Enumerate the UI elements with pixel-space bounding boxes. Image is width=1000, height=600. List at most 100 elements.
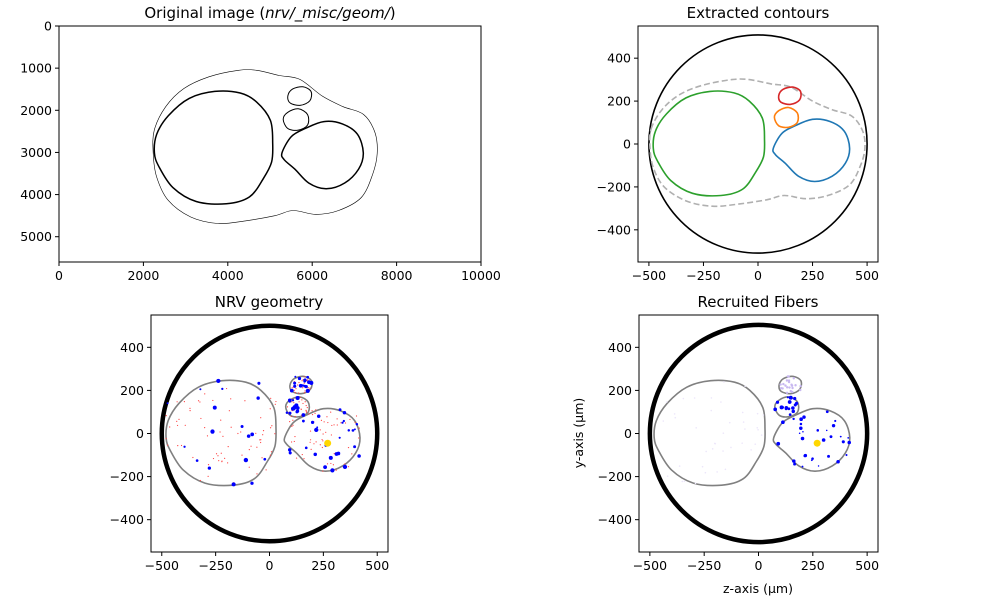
geometry-unmyelinated-fiber (335, 469, 337, 471)
geometry-unmyelinated-fiber (217, 455, 219, 457)
recruited-ytick-label: −200 (598, 469, 632, 484)
geometry-unmyelinated-fiber (241, 454, 243, 456)
geometry-unmyelinated-fiber (290, 415, 292, 417)
recruited-inactive-fiber (760, 434, 763, 436)
original-fascicle-1 (153, 90, 274, 205)
panel-extracted-contours: Extracted contours −500 −250 0 250 500 −400 −2… (597, 4, 879, 283)
original-ytick-label: 4000 (20, 187, 52, 202)
recruited-active-fiber (841, 440, 845, 444)
geometry-unmyelinated-fiber (333, 452, 335, 455)
original-xtick-label: 4000 (212, 268, 244, 283)
recruited-active-fiber (798, 432, 801, 435)
extracted-ytick-label: −400 (597, 222, 631, 237)
recruited-active-fiber (794, 401, 799, 405)
recruited-fascicle-4 (778, 375, 803, 395)
geometry-unmyelinated-fiber (313, 443, 315, 445)
geometry-unmyelinated-fiber (302, 387, 304, 389)
geometry-unmyelinated-fiber (298, 401, 300, 403)
extracted-ytick-label: 0 (623, 137, 631, 152)
recruited-active-fiber (817, 465, 820, 467)
recruited-active-fiber (834, 419, 837, 423)
recruited-inactive-fiber (788, 386, 791, 389)
geometry-myelinated-fiber (353, 445, 357, 449)
original-epineurium (152, 69, 378, 224)
geometry-nerve-boundary (159, 323, 380, 544)
geometry-myelinated-fiber (316, 426, 319, 429)
geometry-unmyelinated-fiber (275, 400, 277, 403)
recruited-active-fiber (781, 420, 785, 425)
geometry-myelinated-fiber (338, 436, 341, 439)
extracted-xtick-label: 250 (801, 268, 825, 283)
recruited-active-fiber (845, 454, 848, 457)
geometry-unmyelinated-fiber (244, 400, 246, 402)
geometry-myelinated-fiber (303, 378, 307, 383)
recruited-active-fiber (811, 457, 814, 460)
geometry-unmyelinated-fiber (204, 393, 206, 395)
geometry-unmyelinated-fiber (322, 440, 324, 442)
geometry-unmyelinated-fiber (260, 441, 262, 444)
extracted-xtick-label: 0 (754, 268, 762, 283)
panel-original-image: Original image (nrv/_misc/geom/) 0 2000 40… (20, 4, 501, 283)
extracted-ytick-label: −200 (597, 179, 631, 194)
recruited-xtick-label: −500 (633, 558, 667, 573)
geometry-unmyelinated-fiber (291, 387, 293, 389)
geometry-unmyelinated-fiber (295, 457, 298, 459)
recruited-electrode (813, 439, 821, 447)
geometry-unmyelinated-fiber (292, 424, 294, 426)
panel-recruited-fibers: Recruited Fibers −500 −250 0 250 500 −400 −200… (571, 293, 879, 596)
recruited-active-fiber (792, 459, 796, 463)
recruited-active-fiber (791, 406, 795, 410)
geometry-ytick-label: −200 (110, 469, 144, 484)
geometry-unmyelinated-fiber (212, 399, 214, 402)
geometry-unmyelinated-fiber (294, 416, 296, 418)
geometry-unmyelinated-fiber (322, 433, 324, 435)
extracted-ticks: −500 −250 0 250 500 −400 −200 0 200 400 (597, 51, 879, 283)
geometry-myelinated-fiber (195, 459, 199, 462)
geometry-myelinated-fiber (246, 434, 251, 438)
geometry-unmyelinated-fiber (301, 380, 303, 382)
recruited-active-fiber (847, 440, 852, 445)
geometry-unmyelinated-fiber (358, 437, 360, 439)
geometry-myelinated-fiber (289, 388, 294, 393)
y-axis-label: y-axis (μm) (571, 398, 586, 469)
geometry-unmyelinated-fiber (305, 409, 307, 411)
geometry-unmyelinated-fiber (294, 392, 297, 394)
geometry-myelinated-fiber (250, 432, 255, 437)
geometry-unmyelinated-fiber (311, 413, 314, 416)
geometry-myelinated-fiber (302, 419, 305, 423)
geometry-unmyelinated-fiber (332, 464, 334, 466)
geometry-myelinated-fiber (263, 457, 267, 461)
recruited-inactive-fiber (784, 384, 787, 387)
panel-extracted-title: Extracted contours (687, 4, 830, 22)
recruited-inactive-fiber (785, 379, 789, 382)
geometry-unmyelinated-fiber (309, 430, 312, 432)
geometry-unmyelinated-fiber (344, 463, 346, 465)
geometry-myelinated-fiber (313, 452, 317, 457)
extracted-fascicle-3 (773, 106, 800, 129)
recruited-inactive-fiber (756, 427, 759, 429)
geometry-myelinated-fiber (166, 402, 169, 405)
extracted-xtick-label: −250 (686, 268, 720, 283)
geometry-myelinated-fiber (342, 410, 347, 415)
geometry-unmyelinated-fiber (212, 457, 215, 460)
recruited-active-fiber (779, 405, 784, 410)
recruited-inactive-fiber (750, 449, 752, 451)
geometry-unmyelinated-fiber (301, 453, 303, 456)
geometry-myelinated-fiber (328, 455, 333, 460)
geometry-unmyelinated-fiber (269, 454, 271, 456)
geometry-unmyelinated-fiber (180, 444, 183, 447)
geometry-unmyelinated-fiber (298, 392, 300, 394)
geometry-myelinated-fiber (287, 448, 292, 452)
geometry-myelinated-fiber (199, 388, 202, 391)
geometry-unmyelinated-fiber (260, 417, 262, 419)
geometry-myelinated-fiber (304, 446, 308, 450)
geometry-unmyelinated-fiber (237, 432, 239, 435)
geometry-unmyelinated-fiber (303, 376, 305, 378)
recruited-inactive-fiber (741, 442, 743, 444)
geometry-unmyelinated-fiber (270, 451, 273, 453)
geometry-unmyelinated-fiber (165, 414, 167, 417)
geometry-unmyelinated-fiber (306, 411, 308, 413)
geometry-unmyelinated-fiber (169, 426, 171, 428)
original-fascicle-3 (282, 108, 310, 131)
recruited-active-fiber (802, 415, 806, 419)
